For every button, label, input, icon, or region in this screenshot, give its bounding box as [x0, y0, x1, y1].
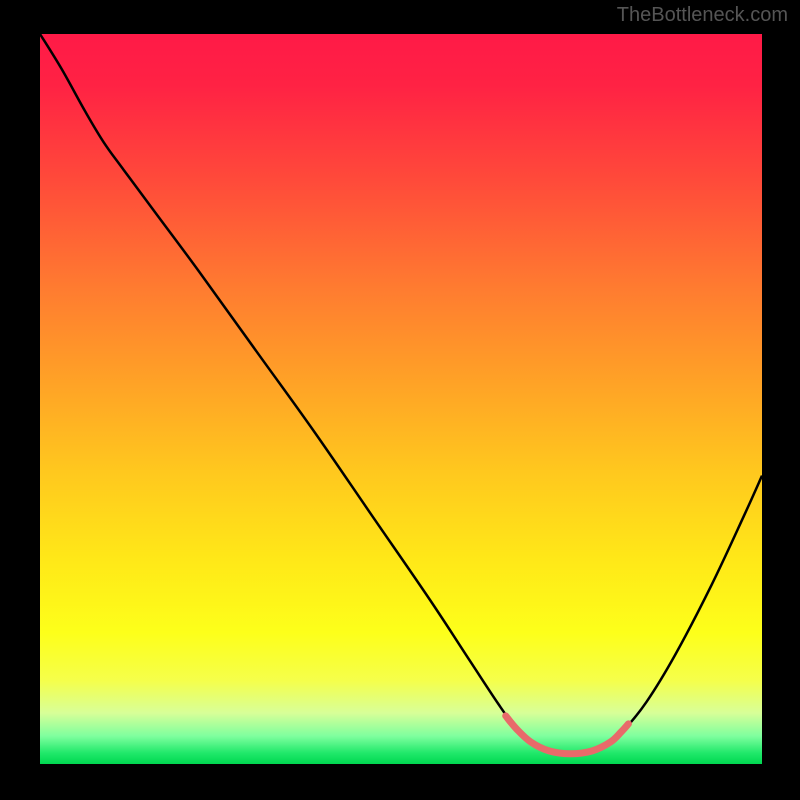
chart-plot-area: [40, 34, 762, 764]
chart-background: [40, 34, 762, 764]
bottleneck-curve-chart: [40, 34, 762, 764]
watermark-text: TheBottleneck.com: [617, 4, 788, 27]
